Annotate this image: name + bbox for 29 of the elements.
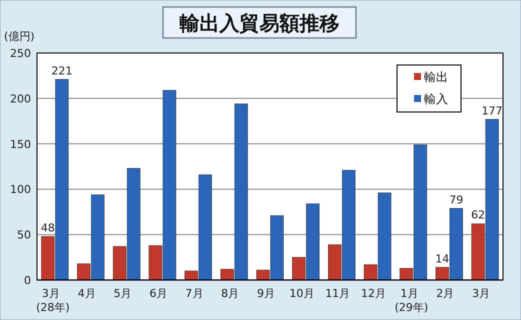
data-label: 14 [435,252,450,266]
x-tick-label: 10月 [289,287,314,300]
x-tick-label: 8月 [221,287,240,300]
data-label: 48 [40,221,55,234]
y-tick-label: 100 [10,183,31,196]
x-tick-label: 9月 [257,287,275,300]
y-tick-label: 150 [10,138,31,151]
x-tick-label: 6月 [149,287,168,300]
y-tick-label: 50 [17,228,31,242]
data-label: 177 [482,104,503,118]
data-label: 79 [449,193,464,206]
legend-label: 輸入 [424,92,448,106]
x-tick-label: 3月 (28年) [36,287,70,314]
x-tick-label: 4月 [78,287,96,300]
x-tick-label: 5月 [114,287,132,300]
x-tick-label: 3月 [472,287,490,300]
y-axis-title: (億円) [4,30,35,43]
data-label: 62 [471,208,486,222]
data-label: 221 [51,64,72,78]
chart-title: 輸出入貿易額推移 [178,11,340,35]
legend-label: 輸出 [424,70,448,84]
x-tick-label: 2月 [436,287,454,300]
x-tick-label: 11月 [325,287,350,300]
x-tick-label: 12月 [361,287,386,300]
y-tick-label: 200 [10,92,31,106]
y-tick-label: 0 [24,274,31,287]
x-tick-label: 1月 (29年) [394,287,428,314]
x-tick-label: 7月 [185,287,204,300]
y-tick-label: 250 [10,47,31,60]
